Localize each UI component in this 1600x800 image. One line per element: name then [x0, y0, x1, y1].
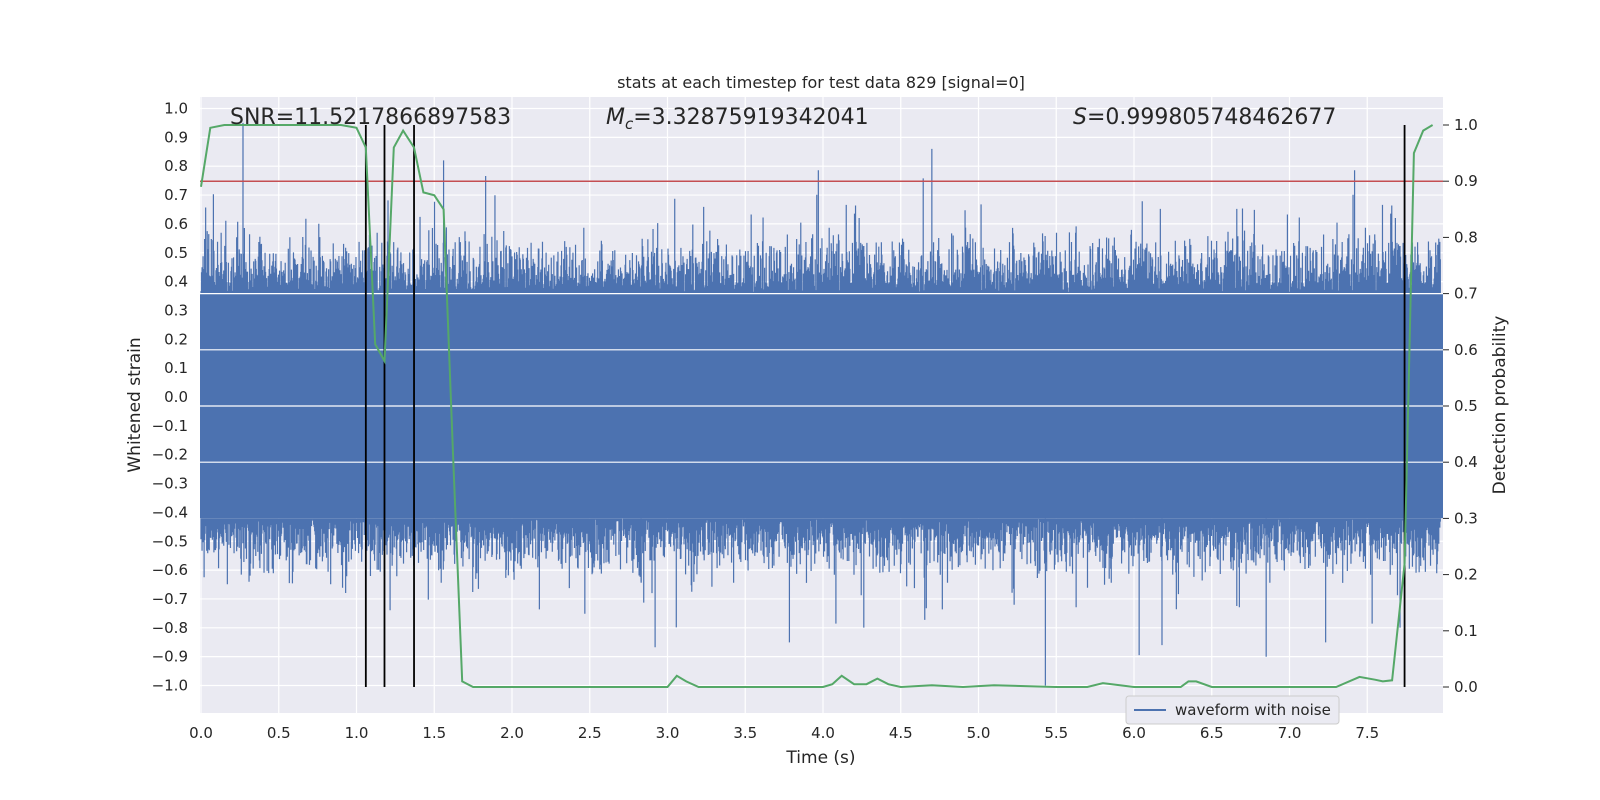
- x-tick-label: 6.0: [1122, 724, 1146, 742]
- x-axis-label: Time (s): [785, 748, 855, 768]
- y-left-tick-label: 0.2: [164, 330, 188, 348]
- y-left-tick-label: −0.1: [152, 417, 188, 435]
- y-left-tick-label: 0.0: [164, 388, 188, 406]
- chirp-mass-symbol: M: [606, 105, 625, 130]
- y-right-tick-label: 0.2: [1454, 566, 1478, 584]
- x-tick-label: 0.5: [267, 724, 291, 742]
- chirp-mass-value: =3.32875919342041: [633, 105, 868, 130]
- y-left-tick-label: −0.4: [152, 503, 188, 521]
- x-tick-label: 6.5: [1200, 724, 1224, 742]
- y-left-tick-label: −0.5: [152, 532, 188, 550]
- y-axis-right-label: Detection probability: [1490, 316, 1510, 495]
- y-right-tick-label: 0.5: [1454, 397, 1478, 415]
- detection-probability-line: [200, 124, 1434, 689]
- score-annotation: S=0.999805748462677: [1073, 105, 1336, 130]
- y-right-tick-label: 0.7: [1454, 285, 1478, 303]
- y-left-tick-label: −0.9: [152, 648, 188, 666]
- y-left-tick-label: −0.2: [152, 446, 188, 464]
- y-left-tick-label: 0.7: [164, 186, 188, 204]
- x-tick-label: 5.0: [967, 724, 991, 742]
- y-left-tick-label: 0.9: [164, 128, 188, 146]
- y-right-tick-label: 0.0: [1454, 678, 1478, 696]
- y-left-tick-label: −0.8: [152, 619, 188, 637]
- chart-title: stats at each timestep for test data 829…: [617, 73, 1025, 92]
- y-left-tick-label: 0.3: [164, 301, 188, 319]
- y-left-tick-label: 0.8: [164, 157, 188, 175]
- grid-overlay: [200, 293, 1443, 463]
- x-tick-label: 4.0: [811, 724, 835, 742]
- legend: waveform with noise: [1125, 695, 1340, 725]
- y-right-tick-label: 0.6: [1454, 341, 1478, 359]
- y-left-tick-label: −1.0: [152, 677, 188, 695]
- chirp-mass-subscript: c: [625, 115, 634, 133]
- x-tick-label: 4.5: [889, 724, 913, 742]
- x-tick-label: 1.0: [345, 724, 369, 742]
- y-right-tick-label: 0.8: [1454, 228, 1478, 246]
- y-left-tick-label: −0.3: [152, 475, 188, 493]
- y-axis-left-label: Whitened strain: [125, 337, 145, 472]
- y-left-tick-label: 0.6: [164, 215, 188, 233]
- waveform-upper-noise: [200, 122, 1441, 686]
- snr-annotation: SNR=11.5217866897583: [230, 105, 511, 130]
- y-right-tick-label: 0.3: [1454, 509, 1478, 527]
- y-left-ticks: 1.0 0.9 0.8 0.7 0.6 0.5 0.4 0.3 0.2 0.1 0.0 −0.1 −0.…: [152, 100, 188, 695]
- x-tick-label: 3.0: [656, 724, 680, 742]
- score-symbol: S: [1073, 105, 1087, 130]
- y-left-tick-label: 0.5: [164, 244, 188, 262]
- x-ticks: 0.0 0.5 1.0 1.5 2.0 2.5 3.0 3.5 4.0 4.5 5.0 5.5 6.0 6…: [189, 724, 1379, 742]
- waveform-lower-noise: [200, 518, 1441, 656]
- score-value: =0.999805748462677: [1087, 105, 1336, 130]
- y-right-tick-label: 1.0: [1454, 116, 1478, 134]
- x-tick-label: 7.5: [1355, 724, 1379, 742]
- y-right-tick-label: 0.4: [1454, 453, 1478, 471]
- y-left-tick-label: −0.7: [152, 590, 188, 608]
- legend-box: [1125, 695, 1340, 725]
- legend-label: waveform with noise: [1175, 701, 1331, 719]
- y-left-tick-label: 1.0: [164, 100, 188, 118]
- x-tick-label: 1.5: [422, 724, 446, 742]
- x-tick-label: 2.5: [578, 724, 602, 742]
- y-right-tick-label: 0.9: [1454, 172, 1478, 190]
- vertical-lines: [364, 125, 1406, 687]
- y-left-tick-label: 0.4: [164, 273, 188, 291]
- y-left-tick-label: 0.1: [164, 359, 188, 377]
- x-tick-label: 2.0: [500, 724, 524, 742]
- x-tick-label: 0.0: [189, 724, 213, 742]
- x-tick-label: 3.5: [733, 724, 757, 742]
- x-tick-label: 7.0: [1278, 724, 1302, 742]
- y-right-tick-label: 0.1: [1454, 622, 1478, 640]
- chirp-mass-annotation: Mc=3.32875919342041: [606, 105, 869, 133]
- y-left-tick-label: −0.6: [152, 561, 188, 579]
- y-right-ticks: 1.0 0.9 0.8 0.7 0.6 0.5 0.4 0.3 0.2 0.1 0.0: [1443, 116, 1478, 696]
- x-tick-label: 5.5: [1044, 724, 1068, 742]
